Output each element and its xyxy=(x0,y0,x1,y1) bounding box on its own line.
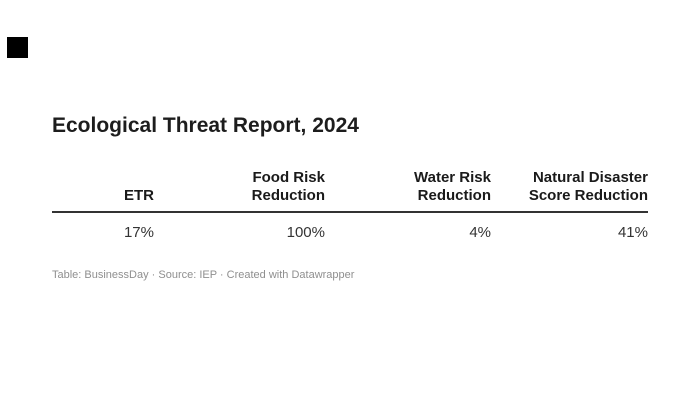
table-header-row: ETR Food Risk Reduction Water Risk Reduc… xyxy=(52,159,648,205)
logo-mark xyxy=(7,37,28,58)
column-header-natural-disaster-score-reduction: Natural Disaster Score Reduction xyxy=(528,169,648,204)
cell-food-risk-reduction-value: 100% xyxy=(286,224,325,241)
chart-title: Ecological Threat Report, 2024 xyxy=(52,114,359,137)
attribution-footer: Table: BusinessDay · Source: IEP · Creat… xyxy=(52,269,355,281)
header-divider-line xyxy=(52,211,648,213)
column-header-food-risk-reduction: Food Risk Reduction xyxy=(251,169,325,204)
cell-natural-disaster-score-reduction-value: 41% xyxy=(617,224,648,241)
cell-etr-value: 17% xyxy=(123,224,154,241)
column-header-water-risk-reduction: Water Risk Reduction xyxy=(414,169,491,204)
column-header-etr: ETR xyxy=(124,187,154,204)
table-data-row: 17% 100% 4% 41% xyxy=(52,224,648,244)
cell-water-risk-reduction-value: 4% xyxy=(469,224,491,241)
